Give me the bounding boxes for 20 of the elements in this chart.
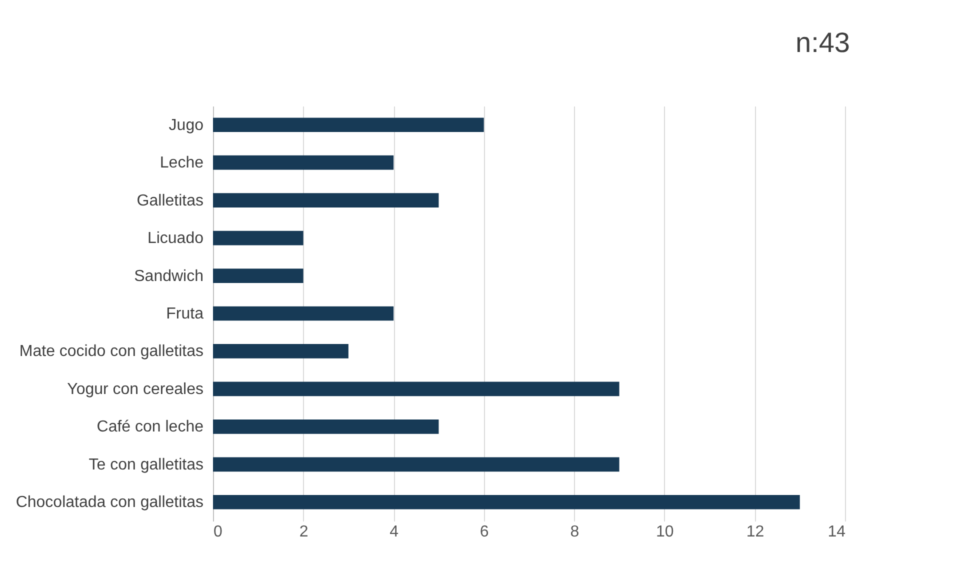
x-tick-label: 2	[299, 524, 308, 540]
y-tick-label: Sandwich	[134, 268, 204, 285]
y-tick-label: Chocolatada con galletitas	[16, 494, 204, 512]
y-tick-label: Licuado	[147, 230, 204, 248]
y-tick-label: Te con galletitas	[88, 456, 204, 474]
x-tick-label: 10	[656, 524, 674, 540]
y-tick-label: Leche	[160, 154, 204, 172]
y-tick-label: Mate cocido con galletitas	[19, 343, 204, 360]
x-tick-label: 0	[214, 524, 222, 540]
y-tick-label: Fruta	[166, 306, 204, 322]
y-tick-label: Galletitas	[136, 192, 204, 210]
y-tick-label: Jugo	[168, 116, 204, 134]
x-tick-label: 6	[480, 524, 489, 540]
x-tick-label: 14	[828, 524, 846, 540]
x-tick-label: 4	[390, 524, 399, 540]
text: n:43	[796, 27, 850, 58]
y-tick-label: Yogur con cereales	[67, 380, 204, 398]
x-tick-label: 8	[570, 524, 580, 540]
x-tick-label: 12	[746, 524, 764, 540]
y-tick-label: Café con leche	[96, 418, 204, 436]
